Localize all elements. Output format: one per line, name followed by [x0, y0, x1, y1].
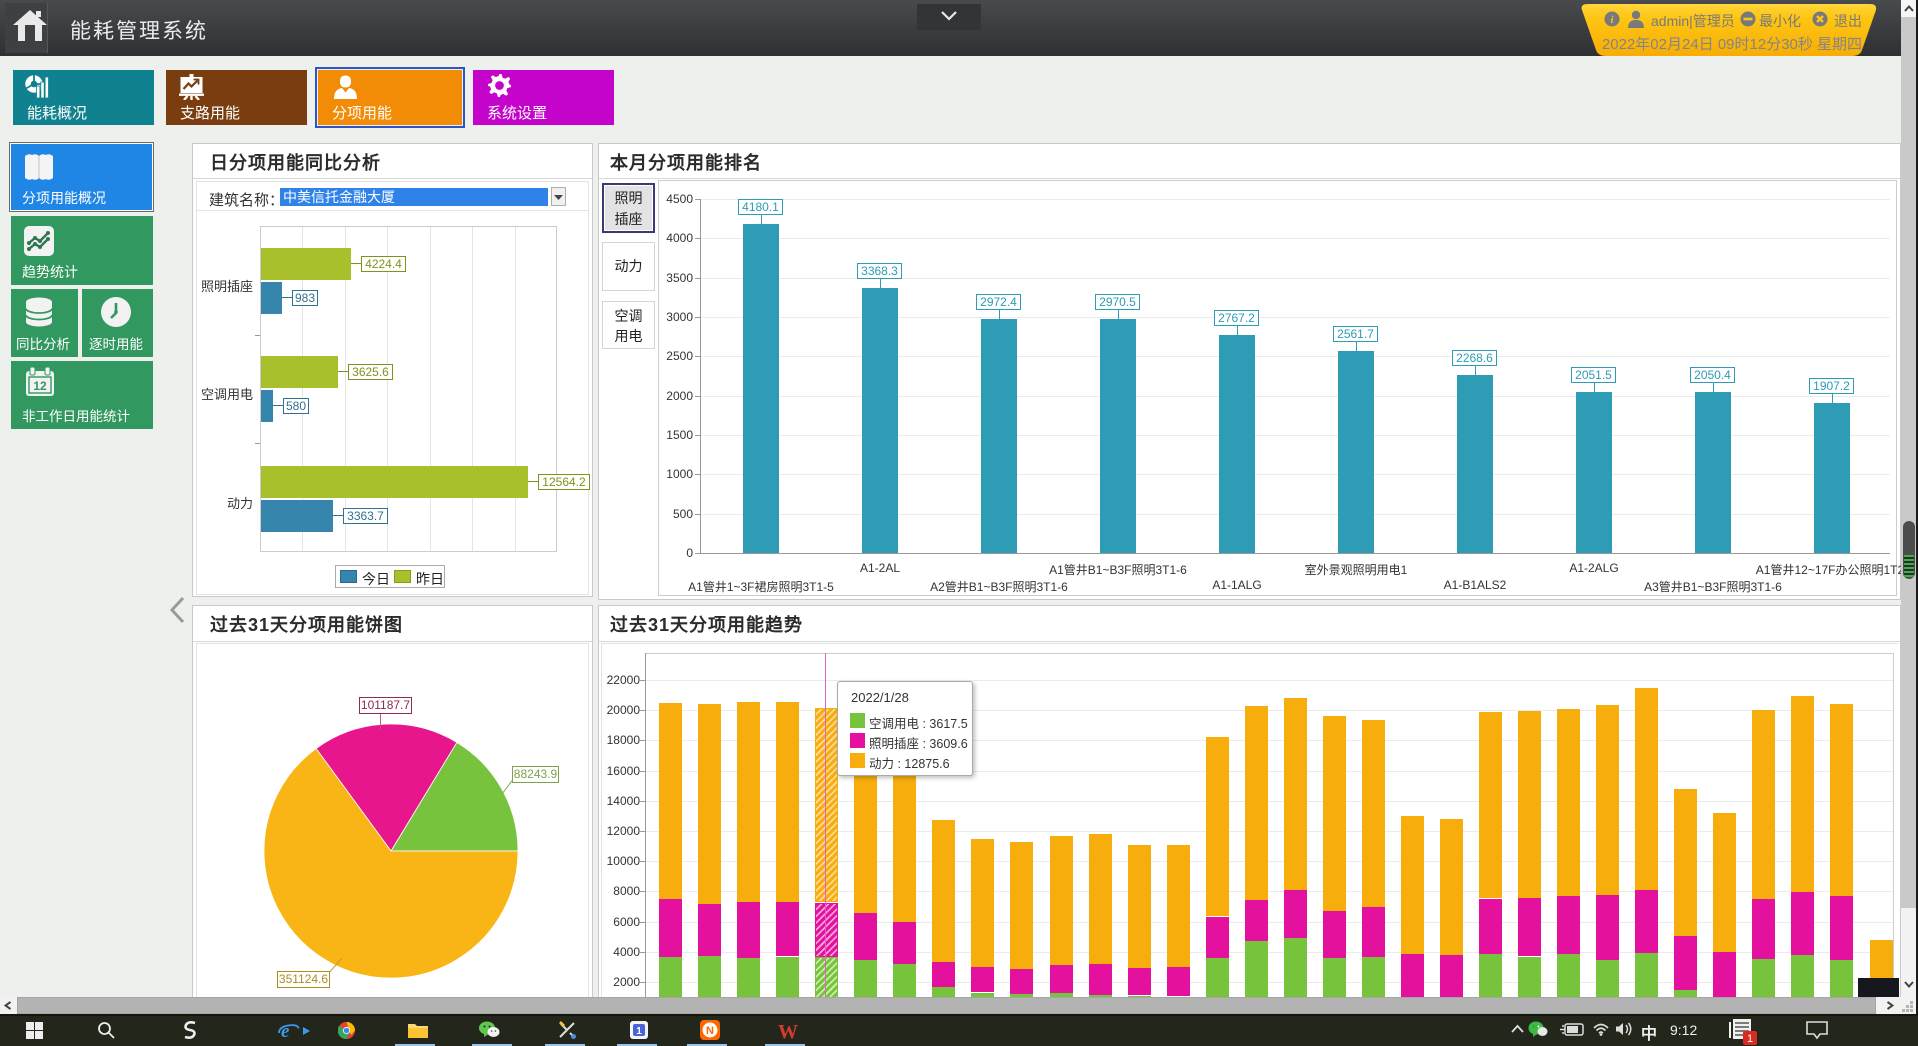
- svg-text:1: 1: [636, 1026, 642, 1037]
- svg-text:12: 12: [33, 379, 47, 393]
- svg-text:W: W: [778, 1022, 798, 1039]
- svg-text:i: i: [1610, 14, 1614, 26]
- svg-text:1: 1: [1747, 1033, 1753, 1045]
- svg-text:N: N: [706, 1025, 714, 1037]
- svg-text:e: e: [281, 1021, 290, 1040]
